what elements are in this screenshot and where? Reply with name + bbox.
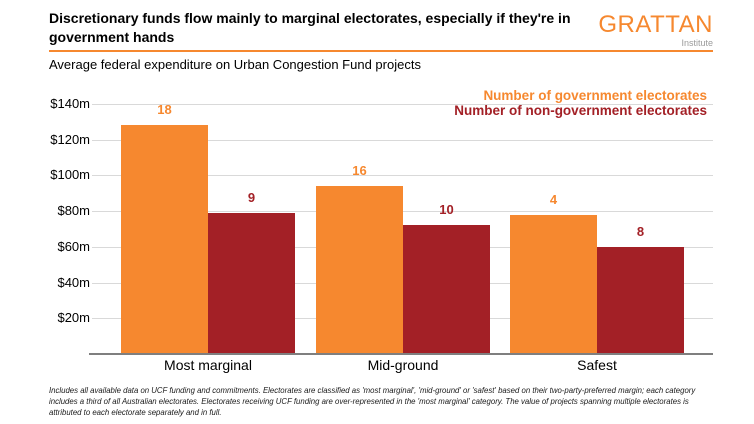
bar-non-government — [208, 212, 295, 354]
y-tick-label: $120m — [50, 131, 90, 147]
legend: Number of government electorates Number … — [454, 88, 707, 118]
electorate-count-label: 9 — [247, 189, 256, 205]
y-tick-label: $100m — [50, 167, 90, 183]
footnote: Includes all available data on UCF fundi… — [49, 386, 696, 417]
grattan-logo: GRATTAN Institute — [598, 11, 713, 49]
x-category-label: Safest — [577, 357, 617, 373]
legend-non-government-electorates: Number of non-government electorates — [454, 103, 707, 118]
y-tick-label: $60m — [57, 238, 90, 254]
grattan-logo-subtext: Institute — [681, 38, 713, 48]
grattan-logo-text: GRATTAN — [598, 11, 713, 38]
chart-subtitle: Average federal expenditure on Urban Con… — [49, 57, 421, 72]
x-category-label: Mid-ground — [367, 357, 439, 373]
y-tick-label: $40m — [57, 274, 90, 290]
bar-government — [121, 125, 208, 354]
x-axis-line — [89, 353, 713, 355]
electorate-count-label: 10 — [439, 202, 454, 218]
gridline — [92, 139, 713, 141]
plot-area: 18 16 4 9 10 8 — [92, 102, 713, 354]
electorate-count-label: 16 — [352, 163, 367, 179]
bar-government — [510, 214, 597, 354]
y-tick-label: $20m — [57, 310, 90, 326]
title-divider-rule — [49, 50, 713, 52]
gridline — [92, 175, 713, 177]
electorate-count-label: 4 — [549, 191, 558, 207]
bar-non-government — [597, 246, 684, 354]
electorate-count-label: 8 — [636, 223, 645, 239]
legend-government-electorates: Number of government electorates — [483, 88, 707, 103]
y-tick-label: $140m — [50, 96, 90, 111]
gridline — [92, 104, 713, 105]
y-tick-label: $80m — [57, 203, 90, 219]
electorate-count-label: 18 — [157, 102, 172, 118]
bar-non-government — [403, 225, 490, 354]
chart-title: Discretionary funds flow mainly to margi… — [49, 10, 571, 45]
bar-government — [316, 186, 403, 354]
x-axis-category-labels: Most marginal Mid-ground Safest — [92, 357, 713, 375]
x-category-label: Most marginal — [164, 357, 252, 373]
y-axis-labels: $140m $120m $100m $80m $60m $40m $20m — [28, 96, 90, 354]
